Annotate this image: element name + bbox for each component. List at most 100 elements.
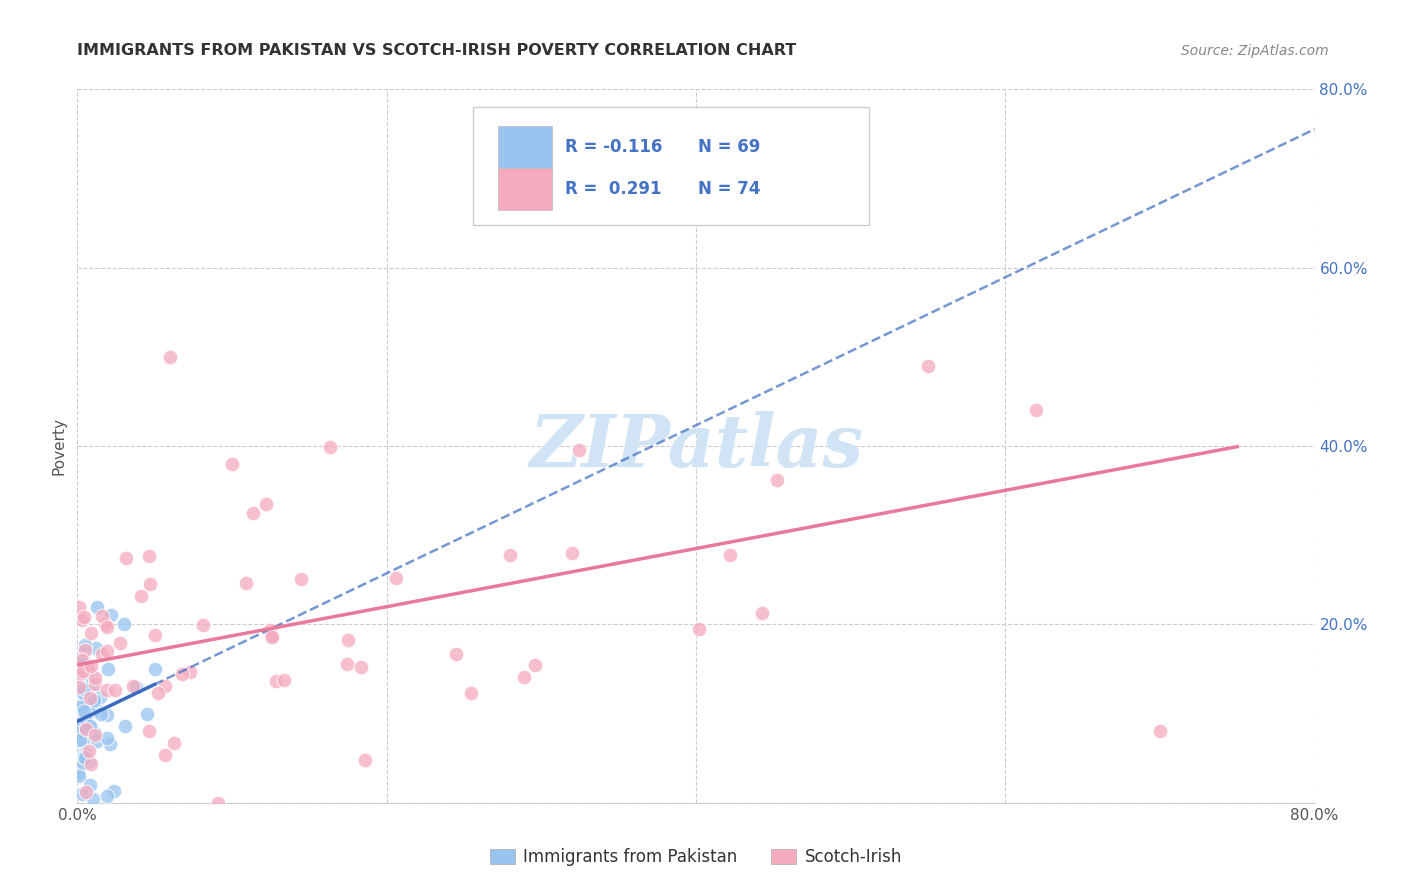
Point bbox=[260, 629, 283, 643]
Point bbox=[96, 620, 118, 634]
Point bbox=[115, 551, 138, 566]
Point bbox=[73, 747, 96, 762]
Point bbox=[76, 723, 98, 738]
Point bbox=[67, 766, 90, 780]
Point bbox=[146, 686, 169, 700]
Point bbox=[80, 669, 103, 683]
Point bbox=[72, 686, 94, 700]
Point bbox=[336, 657, 359, 672]
Point bbox=[67, 769, 90, 783]
Point bbox=[84, 726, 107, 740]
Point bbox=[82, 792, 104, 806]
Point bbox=[72, 647, 94, 661]
Point bbox=[718, 549, 741, 563]
Point bbox=[76, 666, 98, 681]
Point bbox=[72, 756, 94, 771]
Point bbox=[688, 622, 710, 636]
Point bbox=[67, 652, 90, 666]
Point bbox=[153, 747, 176, 762]
Point bbox=[80, 721, 103, 735]
Point bbox=[917, 359, 939, 373]
Point bbox=[159, 350, 181, 364]
Point bbox=[84, 640, 107, 655]
Point bbox=[73, 746, 96, 760]
Point bbox=[72, 656, 94, 670]
Point bbox=[82, 704, 104, 718]
Point bbox=[94, 616, 117, 631]
Legend: Immigrants from Pakistan, Scotch-Irish: Immigrants from Pakistan, Scotch-Irish bbox=[484, 842, 908, 873]
Point bbox=[138, 549, 160, 563]
Point bbox=[70, 787, 93, 801]
Point bbox=[153, 679, 176, 693]
Point bbox=[262, 630, 284, 644]
Point bbox=[96, 789, 118, 803]
Point bbox=[121, 680, 143, 694]
Point bbox=[69, 600, 91, 615]
Point bbox=[70, 724, 93, 739]
Point bbox=[114, 719, 136, 733]
Point bbox=[79, 678, 101, 692]
Text: N = 74: N = 74 bbox=[699, 179, 761, 198]
Point bbox=[83, 728, 105, 742]
Point bbox=[139, 576, 162, 591]
Point bbox=[72, 733, 94, 747]
Point bbox=[79, 691, 101, 706]
Point bbox=[207, 796, 229, 810]
Point bbox=[1025, 403, 1047, 417]
FancyBboxPatch shape bbox=[498, 168, 553, 210]
Point bbox=[138, 724, 160, 739]
Point bbox=[70, 613, 93, 627]
Point bbox=[1149, 724, 1171, 739]
Point bbox=[73, 643, 96, 657]
Point bbox=[264, 674, 287, 689]
Point bbox=[100, 737, 122, 751]
Point bbox=[143, 662, 166, 676]
Point bbox=[83, 693, 105, 707]
Point bbox=[191, 617, 214, 632]
Point bbox=[67, 668, 90, 682]
Point bbox=[72, 664, 94, 678]
Point bbox=[336, 632, 359, 647]
Text: R =  0.291: R = 0.291 bbox=[565, 179, 661, 198]
Text: R = -0.116: R = -0.116 bbox=[565, 138, 662, 156]
Point bbox=[385, 571, 408, 585]
Text: ZIPatlas: ZIPatlas bbox=[529, 410, 863, 482]
Point bbox=[67, 698, 90, 713]
Point bbox=[77, 663, 100, 677]
Y-axis label: Poverty: Poverty bbox=[51, 417, 66, 475]
Point bbox=[259, 624, 281, 638]
Point bbox=[75, 751, 96, 765]
Point bbox=[444, 647, 467, 661]
Point bbox=[84, 672, 107, 686]
Point bbox=[96, 644, 118, 658]
Point bbox=[76, 694, 98, 708]
Point bbox=[179, 665, 201, 679]
Point bbox=[75, 685, 97, 699]
Point bbox=[86, 734, 108, 748]
Point bbox=[91, 648, 114, 662]
Point bbox=[100, 608, 122, 623]
Point bbox=[73, 681, 96, 696]
Point bbox=[77, 744, 100, 758]
Text: IMMIGRANTS FROM PAKISTAN VS SCOTCH-IRISH POVERTY CORRELATION CHART: IMMIGRANTS FROM PAKISTAN VS SCOTCH-IRISH… bbox=[77, 43, 797, 58]
Point bbox=[79, 719, 101, 733]
Point bbox=[75, 710, 97, 724]
Point bbox=[80, 757, 103, 772]
Point bbox=[716, 198, 738, 212]
FancyBboxPatch shape bbox=[498, 127, 553, 169]
Point bbox=[96, 682, 118, 697]
Point bbox=[73, 638, 96, 652]
Point bbox=[103, 784, 125, 798]
Point bbox=[90, 706, 111, 721]
Point bbox=[235, 576, 257, 591]
Point bbox=[86, 599, 108, 614]
Point bbox=[70, 663, 93, 677]
Point bbox=[80, 626, 103, 640]
Point bbox=[524, 657, 547, 672]
Point bbox=[75, 684, 97, 698]
Point bbox=[70, 747, 93, 761]
Point bbox=[67, 681, 90, 695]
Point bbox=[221, 457, 243, 471]
Point bbox=[112, 617, 135, 632]
Point bbox=[96, 731, 118, 745]
